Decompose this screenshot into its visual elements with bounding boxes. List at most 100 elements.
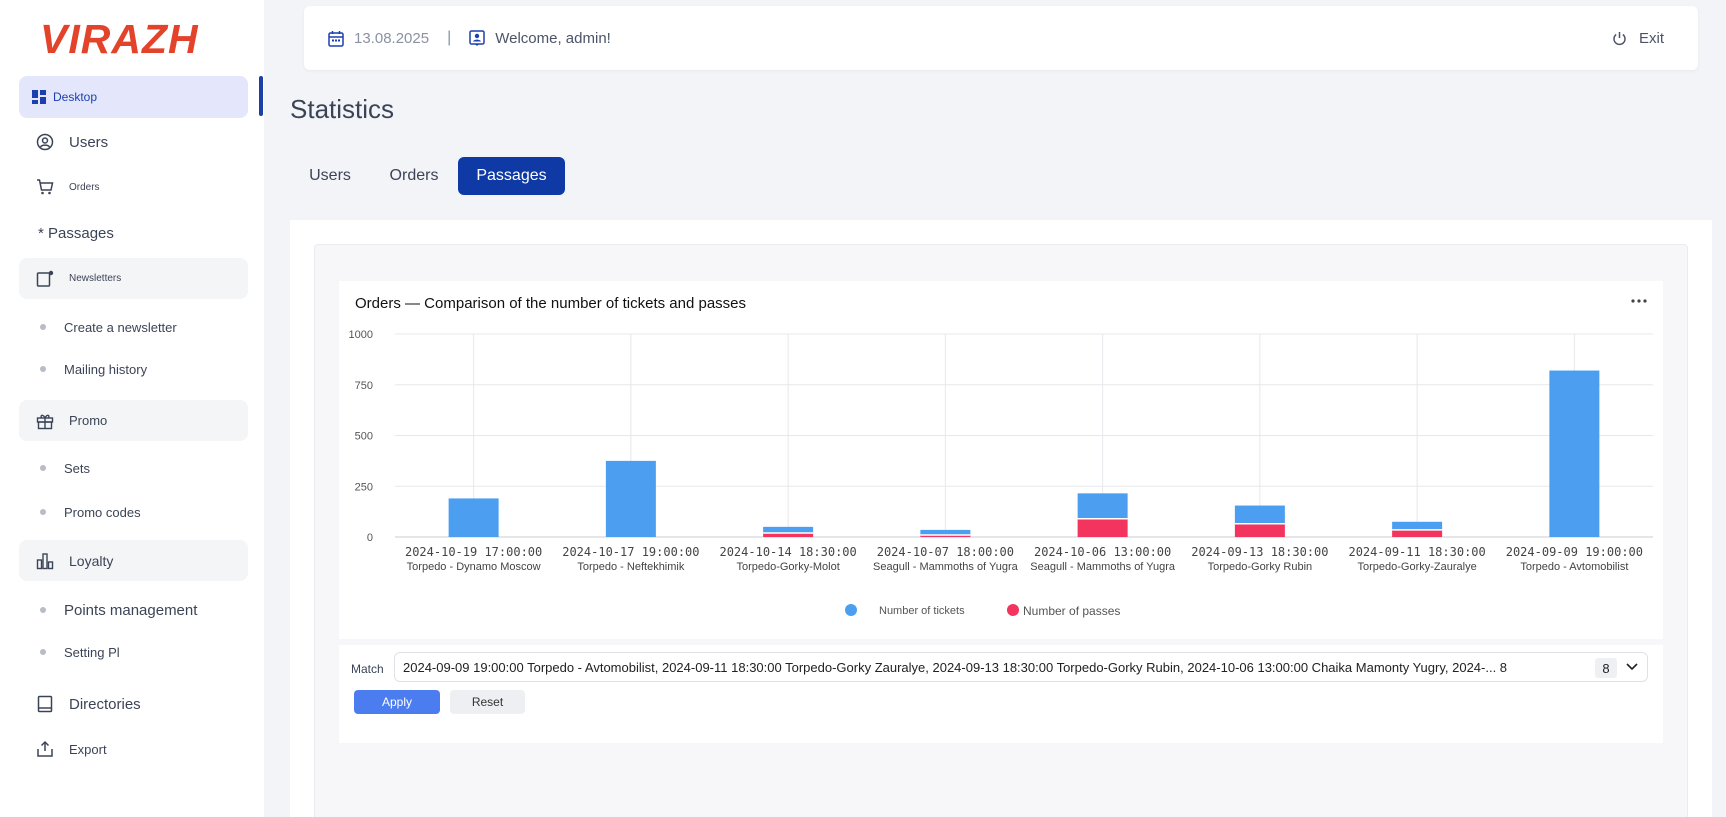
match-label: Match — [351, 662, 384, 676]
sidebar-item-label: Create a newsletter — [64, 319, 177, 335]
tab-passages[interactable]: Passages — [458, 157, 565, 195]
sidebar-item-promo[interactable]: Promo — [19, 400, 248, 441]
bullet-icon — [40, 509, 46, 515]
chart-card: Orders — Comparison of the number of tic… — [339, 281, 1663, 639]
sidebar-item-export[interactable]: Export — [19, 738, 248, 760]
date-text: 13.08.2025 — [354, 29, 430, 47]
x-tick-label: 2024-10-19 17:00:00 — [405, 545, 542, 559]
sidebar-item-label: Points management — [64, 601, 198, 619]
bar-passes — [1077, 518, 1128, 537]
bar-tickets — [1392, 521, 1443, 530]
bar-tickets — [1549, 370, 1600, 537]
page-title: Statistics — [290, 94, 395, 124]
chevron-down-icon[interactable] — [1625, 659, 1639, 676]
bar-tickets — [763, 526, 814, 533]
calendar-icon — [328, 30, 344, 47]
x-subcategory-label: Torpedo-Gorky-Molot — [736, 561, 839, 573]
topbar-separator: | — [447, 29, 452, 46]
chart-menu-button[interactable] — [1631, 291, 1647, 309]
y-tick-label: 250 — [355, 481, 373, 493]
sidebar: VIRAZH Desktop Users Orders * Passages N… — [0, 0, 264, 817]
chart-title: Orders — Comparison of the number of tic… — [355, 295, 747, 312]
bullet-icon — [40, 324, 46, 330]
bar-tickets — [1234, 505, 1285, 524]
bullet-icon — [40, 465, 46, 471]
x-subcategory-label: Torpedo-Gorky-Zauralye — [1358, 561, 1477, 573]
bar-tickets — [920, 529, 971, 535]
y-tick-label: 500 — [355, 431, 373, 443]
power-icon — [1612, 31, 1627, 46]
bar-passes — [1392, 529, 1443, 537]
apply-button[interactable]: Apply — [354, 690, 440, 714]
exit-button[interactable]: Exit — [1612, 6, 1664, 70]
x-tick-label: 2024-09-09 19:00:00 — [1506, 545, 1643, 559]
active-indicator — [259, 76, 263, 116]
sidebar-item-users[interactable]: Users — [19, 130, 248, 154]
sidebar-item-label: Users — [69, 133, 109, 151]
user-badge-icon — [469, 29, 485, 47]
sidebar-item-newsletters[interactable]: Newsletters — [19, 258, 248, 299]
x-subcategory-label: Seagull - Mammoths of Yugra — [1030, 561, 1176, 573]
sidebar-item-label: Directories — [69, 695, 141, 713]
y-tick-label: 0 — [367, 532, 373, 544]
match-select[interactable]: 2024-09-09 19:00:00 Torpedo - Avtomobili… — [394, 652, 1648, 682]
legend-passes-label: Number of passes — [1023, 604, 1120, 618]
x-tick-label: 2024-10-17 19:00:00 — [562, 545, 699, 559]
sidebar-item-directories[interactable]: Directories — [19, 692, 248, 716]
bar-tickets — [448, 498, 499, 537]
more-icon — [1631, 299, 1647, 303]
topbar: 13.08.2025 | Welcome, admin! Exit — [304, 6, 1698, 70]
sidebar-item-label: Promo — [69, 413, 108, 428]
logo: VIRAZH — [40, 16, 199, 62]
bar-tickets — [1077, 493, 1128, 519]
sidebar-item-label: Sets — [64, 460, 91, 476]
tab-orders[interactable]: Orders — [389, 167, 439, 184]
sidebar-subitem-setting-pl[interactable]: Setting Pl — [40, 643, 120, 661]
exit-label: Exit — [1638, 29, 1664, 47]
cart-icon — [35, 177, 55, 197]
sidebar-item-label: * Passages — [38, 224, 114, 242]
reset-button[interactable]: Reset — [450, 690, 525, 714]
sidebar-item-desktop[interactable]: Desktop — [19, 76, 248, 118]
x-subcategory-label: Torpedo - Avtomobilist — [1520, 561, 1628, 573]
sidebar-item-label: Newsletters — [69, 273, 122, 284]
y-tick-label: 750 — [355, 380, 373, 392]
sidebar-subitem-sets[interactable]: Sets — [40, 459, 90, 477]
bar-chart-icon — [35, 551, 55, 571]
sidebar-subitem-points-management[interactable]: Points management — [40, 600, 197, 620]
welcome-text: Welcome, admin! — [495, 29, 611, 47]
match-select-value: 2024-09-09 19:00:00 Torpedo - Avtomobili… — [403, 659, 1508, 675]
gift-icon — [35, 411, 55, 431]
y-tick-label: 1000 — [349, 329, 373, 341]
legend-passes-marker — [1007, 604, 1019, 616]
sidebar-item-label: Setting Pl — [64, 644, 120, 660]
x-subcategory-label: Torpedo - Neftekhimik — [577, 561, 684, 573]
sidebar-item-label: Export — [69, 741, 107, 757]
x-tick-label: 2024-10-14 18:30:00 — [719, 545, 856, 559]
sidebar-item-orders[interactable]: Orders — [19, 176, 248, 198]
filter-card: Match 2024-09-09 19:00:00 Torpedo - Avto… — [339, 645, 1663, 743]
legend-tickets-label: Number of tickets — [879, 605, 965, 617]
export-icon — [35, 739, 55, 759]
x-tick-label: 2024-09-11 18:30:00 — [1348, 545, 1485, 559]
sidebar-subitem-promo-codes[interactable]: Promo codes — [40, 503, 141, 521]
sidebar-item-label: Loyalty — [69, 552, 114, 569]
sidebar-item-label: Promo codes — [64, 504, 141, 520]
sidebar-subitem-mailing-history[interactable]: Mailing history — [40, 360, 147, 378]
bar-passes — [1234, 523, 1285, 537]
dashboard-icon — [29, 87, 49, 107]
date-display: 13.08.2025 — [328, 30, 429, 47]
welcome-message: Welcome, admin! — [469, 30, 611, 47]
bar-chart: 0 250 500 750 1000 2024-10-19 17:00:00 Torpedo… — [349, 329, 1653, 618]
x-tick-label: 2024-10-06 13:00:00 — [1034, 545, 1171, 559]
sidebar-item-label: Orders — [69, 181, 100, 193]
bullet-icon — [40, 649, 46, 655]
tab-users[interactable]: Users — [309, 167, 351, 184]
sidebar-item-loyalty[interactable]: Loyalty — [19, 540, 248, 581]
sidebar-item-label: Desktop — [53, 90, 98, 104]
x-subcategory-label: Torpedo - Dynamo Moscow — [407, 561, 541, 573]
x-tick-label: 2024-10-07 18:00:00 — [877, 545, 1014, 559]
sidebar-item-passages[interactable]: * Passages — [19, 222, 248, 244]
bar-passes — [763, 532, 814, 537]
sidebar-subitem-create-newsletter[interactable]: Create a newsletter — [40, 318, 177, 336]
